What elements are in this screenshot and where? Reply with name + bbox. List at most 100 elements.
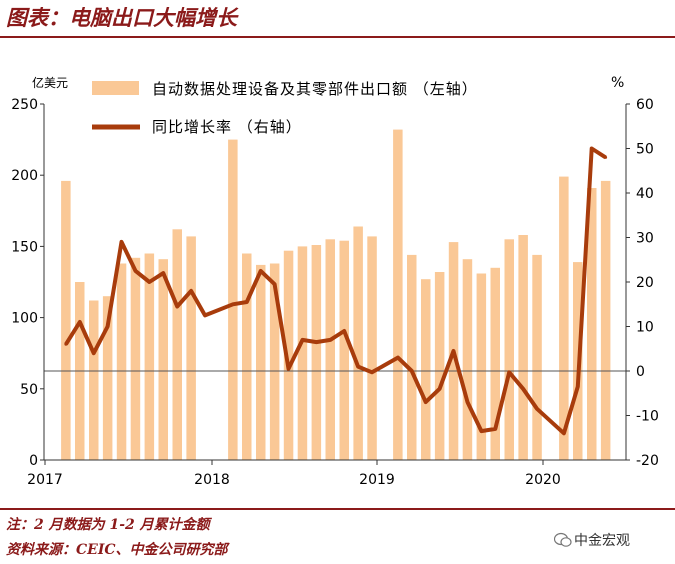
bar-2018-12 (367, 236, 377, 460)
bar-2017-05 (102, 296, 113, 460)
growth-point-2018-04 (259, 269, 263, 273)
growth-point-2017-10 (175, 305, 179, 308)
growth-point-2020-02 (562, 431, 566, 435)
bar-2018-10 (339, 240, 349, 460)
growth-point-2017-09 (161, 271, 165, 275)
growth-point-2019-07 (466, 400, 469, 404)
growth-point-2018-12 (370, 370, 374, 374)
bar-2019-09 (490, 267, 500, 460)
x-tick-label: 2019 (359, 472, 395, 488)
growth-point-2017-06 (120, 240, 123, 244)
right-tick-label: -20 (636, 453, 659, 469)
bar-2019-03 (407, 254, 417, 460)
right-tick-label: 50 (636, 142, 654, 158)
growth-point-2018-02 (231, 302, 235, 306)
right-tick-label: 20 (636, 275, 654, 291)
bar-2019-07 (462, 259, 473, 460)
left-tick-label: 50 (20, 382, 38, 398)
bar-2017-02 (61, 180, 71, 460)
growth-point-2019-09 (493, 427, 497, 431)
source-note: 资料来源：CEIC、中金公司研究部 (6, 542, 228, 558)
bar-2017-10 (172, 229, 182, 460)
right-tick-label: 60 (636, 97, 654, 113)
bar-2019-10 (504, 239, 514, 460)
growth-point-2017-03 (78, 320, 82, 324)
wechat-logo-icon (554, 532, 572, 547)
brand-label: 中金宏观 (574, 533, 630, 549)
left-tick-label: 100 (11, 311, 38, 327)
right-axis-unit: % (611, 75, 624, 91)
figure-title: 图表：电脑出口大幅增长 (6, 5, 237, 30)
x-tick-label: 2017 (27, 472, 63, 488)
bar-2018-04 (256, 264, 266, 460)
bar-2020-05 (600, 180, 611, 460)
bar-2017-09 (158, 259, 168, 460)
growth-point-2017-12 (203, 313, 207, 317)
right-tick-label: 30 (636, 231, 654, 247)
growth-point-2018-11 (356, 365, 360, 369)
bar-2019-12 (532, 254, 542, 460)
bar-2017-06 (116, 263, 127, 460)
growth-point-2017-02 (64, 342, 68, 346)
legend-label-line: 同比增长率 （右轴） (152, 118, 302, 136)
right-tick-label: 0 (636, 364, 645, 380)
growth-point-2019-08 (479, 429, 483, 433)
growth-point-2018-08 (314, 340, 318, 344)
growth-point-2018-03 (245, 300, 249, 304)
bar-2018-02 (228, 139, 238, 460)
bar-2018-07 (297, 246, 308, 460)
bar-2018-03 (242, 253, 252, 460)
bar-2017-08 (144, 253, 155, 460)
growth-point-2017-05 (106, 325, 110, 328)
left-tick-label: 200 (11, 168, 38, 184)
bar-2019-11 (518, 235, 528, 460)
chart: 0 50 100 150 200 250 -20 -10 0 10 20 30 40 50 60 2017 20… (11, 75, 659, 488)
growth-point-2018-09 (328, 338, 332, 342)
growth-point-2017-04 (92, 351, 96, 355)
growth-point-2020-03 (576, 385, 580, 389)
bar-2019-04 (421, 279, 431, 460)
left-tick-label: 150 (11, 239, 38, 255)
growth-point-2019-05 (438, 387, 442, 391)
growth-point-2018-06 (287, 367, 290, 371)
growth-point-2019-04 (424, 400, 428, 404)
bar-2018-09 (325, 239, 335, 460)
bar-2018-05 (269, 263, 280, 460)
left-tick-label: 0 (29, 453, 38, 469)
bar-2017-11 (186, 236, 196, 460)
legend-label-bar: 自动数据处理设备及其零部件出口额 （左轴） (152, 80, 478, 98)
bar-2017-07 (130, 257, 141, 460)
growth-point-2019-02 (396, 356, 400, 360)
x-tick-label: 2020 (525, 472, 561, 488)
bar-2019-08 (476, 273, 487, 460)
growth-point-2017-11 (189, 289, 193, 293)
x-tick-label: 2018 (194, 472, 230, 488)
footer-rule (0, 508, 675, 510)
bar-2018-11 (353, 226, 363, 460)
growth-point-2020-05 (604, 155, 608, 159)
growth-point-2017-07 (134, 269, 137, 273)
bar-2020-02 (559, 176, 569, 460)
growth-point-2018-07 (301, 338, 304, 342)
right-tick-label: -10 (636, 409, 659, 425)
bar-2019-05 (434, 272, 445, 460)
bar-2019-02 (393, 129, 403, 460)
bar-2017-04 (89, 300, 99, 460)
left-axis-unit: 亿美元 (32, 75, 68, 90)
growth-point-2020-04 (590, 147, 594, 150)
growth-point-2019-11 (521, 387, 525, 391)
footnote: 注：2 月数据为 1-2 月累计金额 (6, 517, 210, 533)
bar-2018-08 (311, 245, 322, 460)
growth-point-2019-03 (410, 369, 414, 373)
growth-point-2018-10 (342, 329, 346, 333)
growth-point-2017-08 (147, 280, 151, 284)
right-tick-label: 10 (636, 320, 654, 336)
growth-point-2019-10 (507, 370, 511, 374)
left-tick-label: 250 (11, 97, 38, 113)
growth-point-2019-06 (452, 349, 455, 353)
right-tick-label: 40 (636, 186, 654, 202)
growth-point-2018-05 (273, 282, 277, 286)
bar-2018-06 (283, 250, 294, 460)
growth-point-2019-12 (535, 407, 539, 411)
legend-swatch-bar (92, 81, 139, 95)
